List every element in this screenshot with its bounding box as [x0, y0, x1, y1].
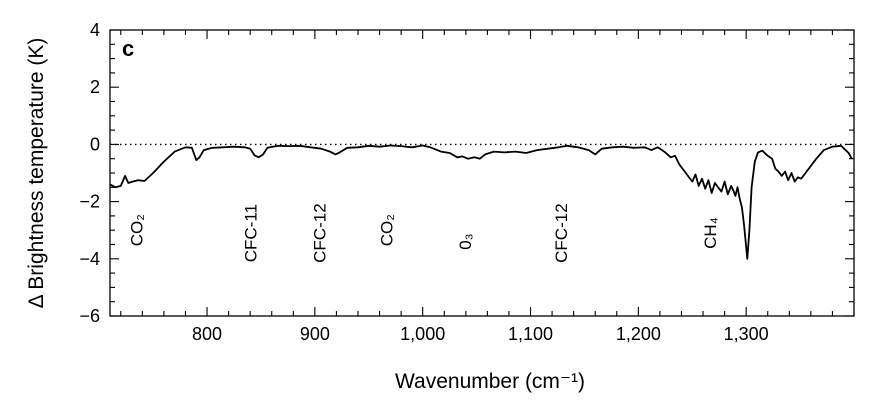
annotation-label: CO₂ [378, 214, 397, 246]
y-tick-label: −6 [79, 306, 100, 326]
annotations: CO₂ CFC-11 CFC-12 CO₂ 0₃ CFC-12 CH₄ [127, 203, 720, 263]
y-tick-label: 4 [90, 20, 100, 40]
y-tick-label: −4 [79, 249, 100, 269]
annotation-label: CH₄ [701, 217, 720, 249]
y-axis-title: Δ Brightness temperature (K) [25, 38, 48, 309]
panel-label: c [122, 36, 134, 61]
y-axis-ticks [110, 29, 854, 317]
annotation-label: CFC-11 [242, 204, 261, 262]
y-tick-label: 0 [90, 134, 100, 154]
x-axis-tick-labels: 800 900 1,000 1,100 1,200 1,300 [192, 324, 769, 344]
annotation-label: CFC-12 [311, 203, 330, 263]
x-tick-label: 1,300 [724, 324, 769, 344]
x-tick-label: 800 [192, 324, 222, 344]
plot-frame [109, 29, 855, 317]
y-axis-tick-labels: 4 2 0 −2 −4 −6 [79, 20, 100, 326]
annotation-label: CFC-12 [552, 203, 571, 263]
x-tick-label: 1,000 [400, 324, 445, 344]
x-tick-label: 1,200 [616, 324, 661, 344]
x-tick-label: 900 [300, 324, 330, 344]
y-tick-label: 2 [90, 77, 100, 97]
brightness-temperature-series-line [109, 144, 853, 260]
x-axis-title: Wavenumber (cm⁻¹) [395, 370, 585, 393]
x-axis-ticks [120, 30, 855, 316]
annotation-label: CO₂ [127, 214, 146, 246]
x-tick-label: 1,100 [508, 324, 553, 344]
y-tick-label: −2 [79, 192, 100, 212]
annotation-label: 0₃ [456, 233, 475, 249]
